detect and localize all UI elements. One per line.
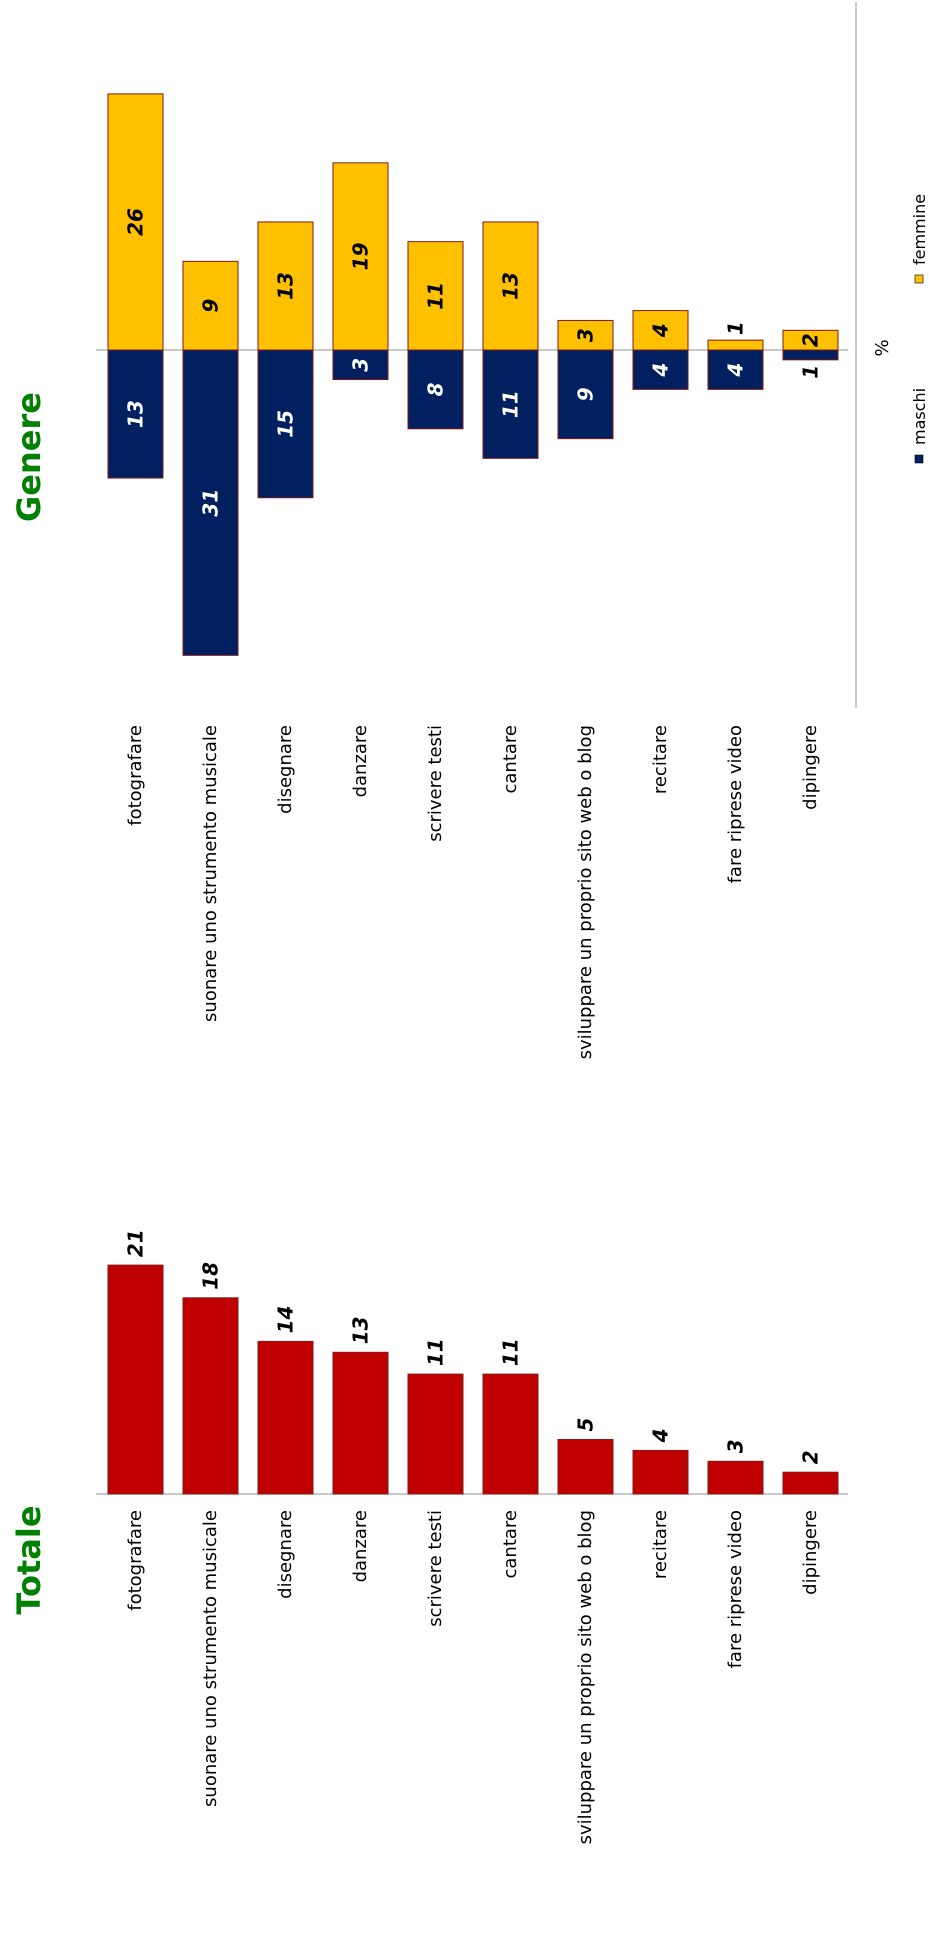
totale-category-label: disegnare	[275, 1510, 296, 1599]
legend-label-maschi: maschi	[910, 388, 929, 445]
legend-swatch-maschi	[914, 454, 924, 464]
totale-category-label: scrivere testi	[425, 1510, 446, 1627]
genere-category-label: dipingere	[800, 725, 821, 810]
totale-category-label: fare riprese video	[725, 1510, 746, 1668]
genere-data-label-maschi: 8	[424, 382, 448, 396]
genere-category-label: fare riprese video	[725, 725, 746, 883]
genere-category-label: suonare uno strumento musicale	[200, 725, 221, 1022]
genere-data-label-femmine: 2	[799, 333, 823, 347]
totale-category-label: sviluppare un proprio sito web o blog	[575, 1510, 596, 1844]
totale-data-label: 18	[199, 1262, 223, 1290]
genere-data-label-maschi: 9	[574, 387, 598, 401]
genere-bar-femmine	[182, 260, 239, 351]
genere-data-label-maschi: 31	[199, 489, 223, 517]
genere-bar-maschi	[632, 349, 689, 390]
totale-bars	[107, 1264, 839, 1495]
genere-bars	[107, 93, 839, 656]
genere-bar-maschi	[107, 349, 164, 479]
genere-bar-maschi	[782, 349, 839, 361]
genere-bar-femmine	[557, 319, 614, 351]
genere-data-label-femmine: 1	[724, 321, 748, 335]
totale-data-label: 21	[124, 1229, 148, 1257]
totale-bar	[557, 1439, 614, 1495]
totale-category-label: fotografare	[125, 1510, 146, 1611]
genere-data-label-maschi: 13	[124, 400, 148, 428]
genere-bar-maschi	[257, 349, 314, 499]
genere-bar-maschi	[182, 349, 239, 656]
genere-category-label: sviluppare un proprio sito web o blog	[575, 725, 596, 1059]
totale-category-labels: fotografare suonare uno strumento musical…	[125, 1510, 821, 1844]
genere-bar-femmine	[482, 221, 539, 351]
totale-bar	[407, 1373, 464, 1495]
genere-axis-unit: %	[872, 339, 893, 356]
genere-data-label-maschi: 3	[349, 358, 373, 372]
genere-bar-maschi	[707, 349, 764, 390]
totale-data-label: 13	[349, 1316, 373, 1344]
genere-bar-maschi	[482, 349, 539, 459]
totale-data-label: 11	[424, 1338, 448, 1366]
totale-data-labels: 21 18 14 13 11 11 5 4 3 2	[124, 1229, 823, 1464]
totale-data-label: 5	[574, 1418, 598, 1432]
totale-bar	[257, 1340, 314, 1495]
genere-data-label-maschi: 11	[499, 390, 523, 418]
genere-category-label: recitare	[650, 725, 671, 794]
genere-chart: Genere fotografare suonare uno strumento …	[10, 2, 929, 1059]
genere-data-label-maschi: 15	[274, 410, 298, 438]
genere-bar-femmine	[407, 241, 464, 351]
totale-bar	[332, 1351, 389, 1495]
genere-bar-femmine	[632, 310, 689, 351]
totale-category-label: danzare	[350, 1510, 371, 1582]
genere-bar-femmine	[107, 93, 164, 351]
genere-data-label-maschi: 1	[799, 365, 823, 379]
genere-data-label-femmine: 19	[349, 242, 373, 270]
totale-category-label: cantare	[500, 1510, 521, 1579]
genere-category-label: scrivere testi	[425, 725, 446, 842]
genere-bar-femmine	[707, 339, 764, 351]
totale-data-label: 14	[274, 1306, 298, 1334]
genere-title: Genere	[10, 392, 48, 522]
genere-data-label-femmine: 11	[424, 282, 448, 310]
genere-data-label-femmine: 13	[274, 272, 298, 300]
totale-data-label: 11	[499, 1338, 523, 1366]
totale-data-label: 2	[799, 1450, 823, 1464]
genere-legend: maschi femmine	[910, 194, 929, 464]
totale-bar	[182, 1297, 239, 1495]
totale-bar	[107, 1264, 164, 1495]
genere-bar-femmine	[332, 162, 389, 351]
genere-bar-maschi	[407, 349, 464, 430]
genere-bar-femmine	[782, 329, 839, 351]
genere-data-label-femmine: 9	[199, 299, 223, 313]
totale-chart: Totale fotografare suonare uno strumento …	[10, 1229, 848, 1844]
totale-bar	[632, 1449, 689, 1495]
genere-category-label: danzare	[350, 725, 371, 797]
genere-category-label: fotografare	[125, 725, 146, 826]
genere-category-labels: fotografare suonare uno strumento musical…	[125, 725, 821, 1059]
genere-data-label-femmine: 3	[574, 328, 598, 342]
genere-data-label-femmine: 4	[649, 323, 673, 338]
legend-label-femmine: femmine	[910, 194, 929, 265]
genere-data-label-femmine: 13	[499, 272, 523, 300]
genere-category-label: disegnare	[275, 725, 296, 814]
genere-data-label-maschi: 4	[724, 363, 748, 378]
genere-category-label: cantare	[500, 725, 521, 794]
totale-category-label: suonare uno strumento musicale	[200, 1510, 221, 1807]
genere-data-label-maschi: 4	[649, 363, 673, 378]
totale-data-label: 4	[649, 1428, 673, 1443]
genere-data-label-femmine: 26	[124, 208, 148, 236]
totale-bar	[782, 1471, 839, 1495]
totale-bar	[482, 1373, 539, 1495]
totale-bar	[707, 1460, 764, 1495]
genere-bar-femmine	[257, 221, 314, 351]
totale-category-label: recitare	[650, 1510, 671, 1579]
totale-data-label: 3	[724, 1439, 748, 1453]
legend-swatch-femmine	[914, 274, 924, 284]
totale-title: Totale	[10, 1505, 48, 1614]
totale-category-label: dipingere	[800, 1510, 821, 1595]
